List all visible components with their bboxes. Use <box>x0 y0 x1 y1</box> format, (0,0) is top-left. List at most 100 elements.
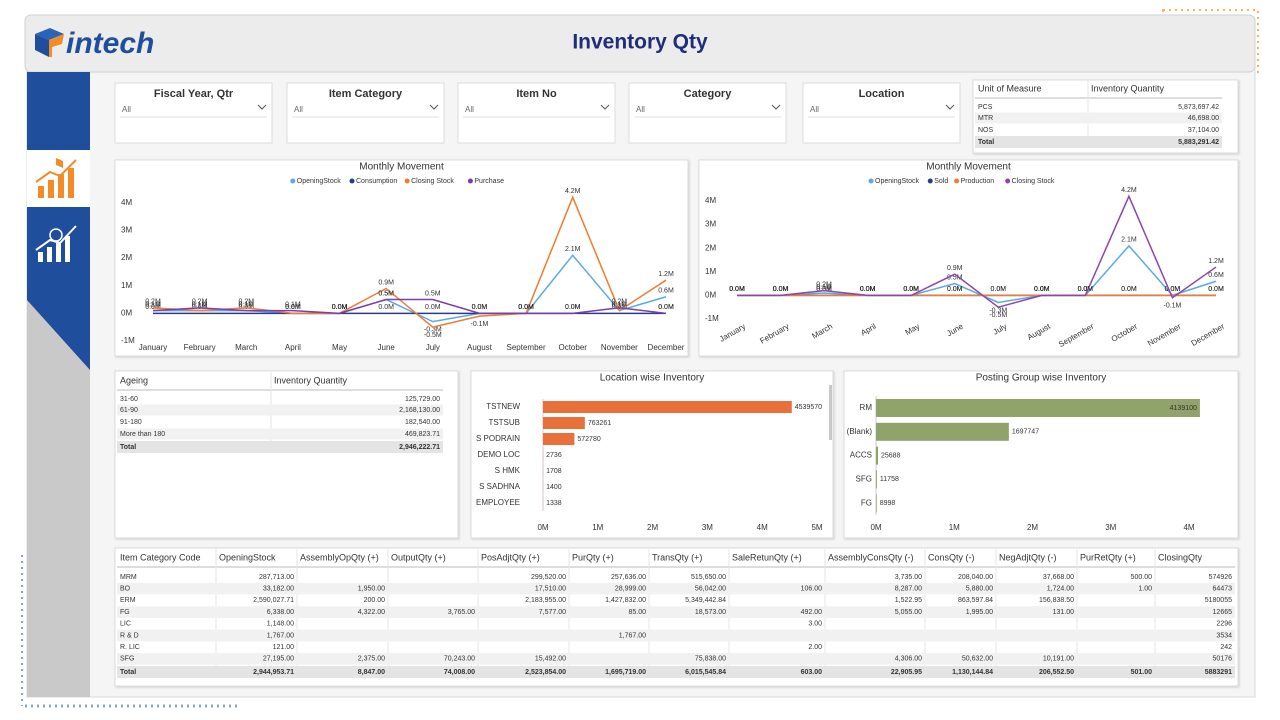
data-label: 0.9M <box>947 265 963 272</box>
x-tick-label: 0M <box>537 523 548 532</box>
x-tick-label: 2M <box>1027 523 1038 532</box>
x-tick-label: 0M <box>870 523 881 532</box>
x-tick-label: July <box>426 343 440 352</box>
table-cell: SFG <box>120 656 134 663</box>
table-cell: 1,724.00 <box>1047 586 1074 593</box>
category-label: FG <box>861 498 872 507</box>
legend-label: Closing Stock <box>1012 178 1055 185</box>
icon-cube <box>56 158 63 168</box>
data-label: 0.0M <box>658 304 674 311</box>
legend-swatch <box>1005 178 1011 184</box>
table-cell: More than 180 <box>120 431 165 438</box>
data-label: 0.5M <box>425 290 441 297</box>
table-cell: 131.00 <box>1053 609 1075 616</box>
slicer[interactable] <box>457 82 616 144</box>
data-label: 0.2M <box>145 299 161 306</box>
table-total-cell: 2,523,854.00 <box>525 669 566 676</box>
data-label: 4.2M <box>565 188 581 195</box>
y-tick-label: 4M <box>121 198 132 207</box>
data-label: 0.0M <box>903 286 919 293</box>
table-cell: 3,765.00 <box>448 609 475 616</box>
table-cell: R & D <box>120 632 139 639</box>
category-label: (Blank) <box>847 427 873 436</box>
table-header: TransQty (+) <box>652 552 702 562</box>
data-label: 0.0M <box>472 304 488 311</box>
slicer-chevron[interactable] <box>771 104 781 110</box>
table-cell: 17,510.00 <box>535 586 566 593</box>
data-label: -0.5M <box>424 332 442 339</box>
data-label: 0.5M <box>378 290 394 297</box>
slicer-value[interactable]: All <box>810 105 819 114</box>
table-cell: 50,632.00 <box>962 656 993 663</box>
sidebar-band <box>27 72 90 370</box>
slicer-chevron[interactable] <box>429 104 439 110</box>
table-total-cell: Total <box>120 444 136 451</box>
inventory-icon[interactable] <box>35 158 77 198</box>
table-cell: BO <box>120 586 131 593</box>
table-cell: 182,540.00 <box>405 419 440 426</box>
slicer-value[interactable]: All <box>294 105 303 114</box>
data-label: 4539570 <box>795 404 822 411</box>
table-cell: 8,287.00 <box>895 586 922 593</box>
x-tick-label: February <box>184 343 216 352</box>
data-label: 0.0M <box>565 304 581 311</box>
slicer-value[interactable]: All <box>636 105 645 114</box>
slicer-value[interactable]: All <box>465 105 474 114</box>
y-tick-label: 3M <box>705 220 716 229</box>
slicer[interactable] <box>114 82 273 144</box>
table-header: PurRetQty (+) <box>1080 552 1136 562</box>
panel <box>114 159 689 357</box>
y-tick-label: 0M <box>121 308 132 317</box>
data-label: 0.0M <box>518 304 534 311</box>
table-header: Ageing <box>120 375 148 385</box>
bar <box>876 446 879 465</box>
data-label: 0.0M <box>332 304 348 311</box>
category-label: S HMK <box>495 466 521 475</box>
data-label: 0.0M <box>285 304 301 311</box>
y-tick-label: 0M <box>705 290 716 299</box>
y-tick-label: 2M <box>121 253 132 262</box>
slicer[interactable] <box>286 82 445 144</box>
data-label: 0.2M <box>612 299 628 306</box>
header-bar <box>24 14 1256 73</box>
table-cell: FG <box>120 609 130 616</box>
table-row-band <box>117 629 1235 642</box>
slicer-chevron[interactable] <box>945 104 955 110</box>
table-cell: 106.00 <box>801 586 823 593</box>
legend-swatch <box>290 178 296 184</box>
data-label: -0.1M <box>1164 303 1182 310</box>
finance-icon[interactable] <box>35 225 77 262</box>
table-header: Inventory Quantity <box>1091 83 1165 93</box>
table-cell: 18,573.00 <box>695 609 726 616</box>
data-label: 2736 <box>546 452 562 459</box>
slicer-value[interactable]: All <box>122 105 131 114</box>
data-label: 1708 <box>546 468 562 475</box>
icon-bar <box>48 180 54 198</box>
legend-label: Closing Stock <box>411 178 454 185</box>
logo-text: intech <box>66 27 154 60</box>
table-cell: 2,590,027.71 <box>253 597 294 604</box>
table-cell: 6,338.00 <box>267 609 294 616</box>
table-cell: MTR <box>978 115 993 122</box>
y-tick-label: 1M <box>121 281 132 290</box>
data-label: -0.3M <box>989 307 1007 314</box>
page-title: Inventory Qty <box>572 31 708 54</box>
icon-bar <box>56 242 61 262</box>
category-label: TSTNEW <box>486 402 520 411</box>
slicer-chevron[interactable] <box>600 104 610 110</box>
slicer-chevron[interactable] <box>257 104 267 110</box>
bar <box>543 417 585 429</box>
slicer[interactable] <box>628 82 787 144</box>
slicer[interactable] <box>802 82 961 144</box>
chart-title: Monthly Movement <box>926 162 1011 173</box>
data-label: -0.1M <box>471 321 489 328</box>
table-cell: 2296 <box>1216 621 1232 628</box>
category-label: EMPLOYEE <box>476 498 520 507</box>
data-label: 0.1M <box>192 301 208 308</box>
x-tick-label: October <box>558 343 587 352</box>
panel <box>698 159 1239 357</box>
data-label: 11758 <box>880 476 899 483</box>
scrollbar[interactable] <box>829 385 832 440</box>
data-label: 0.9M <box>378 279 394 286</box>
x-tick-label: 5M <box>811 523 822 532</box>
